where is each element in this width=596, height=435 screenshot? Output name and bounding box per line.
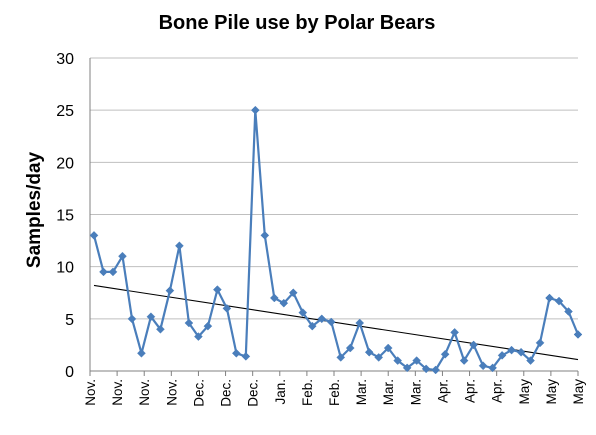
data-point xyxy=(213,285,222,294)
data-point xyxy=(450,328,459,337)
x-tick-label: Mar. xyxy=(408,379,423,405)
y-tick-labels: 0 5 10 15 20 25 30 xyxy=(56,51,74,381)
x-tick-label: Nov. xyxy=(83,379,98,406)
data-point xyxy=(374,353,384,362)
x-tick-label: Feb. xyxy=(327,379,342,406)
x-tick-label: Apr. xyxy=(490,379,505,403)
x-tick-label: Nov. xyxy=(137,379,152,406)
y-axis-label: Samples/day xyxy=(24,151,45,268)
data-point xyxy=(203,321,213,331)
data-point xyxy=(564,307,573,316)
data-point xyxy=(184,318,194,328)
data-point xyxy=(146,312,156,322)
x-tick-label: Jan. xyxy=(273,379,288,405)
trendline xyxy=(93,284,579,361)
data-point xyxy=(507,345,516,355)
data-point xyxy=(269,293,279,303)
data-point xyxy=(364,347,374,357)
data-point xyxy=(298,308,308,317)
data-point xyxy=(440,349,450,359)
y-tick-label: 0 xyxy=(65,364,74,381)
data-point xyxy=(393,356,403,365)
data-point xyxy=(516,347,526,357)
data-point xyxy=(431,365,441,375)
x-tick-label: Dec. xyxy=(219,379,234,407)
data-point xyxy=(89,231,99,240)
data-point xyxy=(231,348,241,358)
data-point xyxy=(241,352,251,361)
data-point xyxy=(554,296,564,306)
y-tick-label: 30 xyxy=(56,51,74,68)
data-point xyxy=(165,286,175,296)
data-point xyxy=(421,364,431,374)
data-point xyxy=(355,318,365,328)
y-tick-label: 5 xyxy=(65,312,74,329)
data-point xyxy=(288,288,298,298)
x-tick-label: May xyxy=(571,379,586,405)
data-point xyxy=(108,267,118,277)
data-point xyxy=(478,361,488,371)
data-point xyxy=(194,332,203,341)
x-tick-label: May xyxy=(544,379,559,405)
y-tick-label: 10 xyxy=(56,260,74,277)
x-tick-label: Apr. xyxy=(435,379,450,403)
x-tick-label: Dec. xyxy=(246,379,261,407)
data-point xyxy=(545,293,554,303)
y-tick-label: 20 xyxy=(56,155,74,172)
data-point xyxy=(307,321,317,331)
x-tick-label: Nov. xyxy=(164,379,179,406)
x-tick-label: Nov. xyxy=(110,379,125,406)
data-point xyxy=(250,105,260,115)
data-point xyxy=(336,353,346,362)
data-point xyxy=(402,363,412,373)
x-tick-label: Mar. xyxy=(381,379,396,405)
y-tick-label: 15 xyxy=(56,208,74,225)
x-tick-label: Apr. xyxy=(463,379,478,403)
data-point xyxy=(118,251,127,261)
data-point xyxy=(156,324,165,334)
data-point xyxy=(260,231,270,240)
data-point xyxy=(99,267,108,277)
data-point xyxy=(469,340,478,350)
axes xyxy=(89,58,579,376)
data-point xyxy=(526,356,535,365)
data-point xyxy=(345,343,355,353)
data-point xyxy=(279,298,289,308)
chart-title: Bone Pile use by Polar Bears xyxy=(159,12,436,34)
data-point xyxy=(535,338,545,348)
data-point xyxy=(459,356,469,365)
y-tick-label: 25 xyxy=(56,103,74,120)
data-point xyxy=(383,343,393,353)
series-line xyxy=(92,109,580,372)
data-point xyxy=(573,330,583,339)
series-group xyxy=(89,105,583,375)
data-point xyxy=(222,304,232,313)
x-tick-label: Dec. xyxy=(191,379,206,407)
data-point xyxy=(137,348,146,358)
gridlines xyxy=(90,57,578,320)
x-tick-label: Feb. xyxy=(300,379,315,406)
data-point xyxy=(412,356,422,365)
x-tick-label: Mar. xyxy=(354,379,369,405)
trendline-group xyxy=(93,284,579,361)
data-point xyxy=(488,363,497,373)
data-point xyxy=(326,317,336,327)
x-tick-labels: Nov. Nov. Nov. Nov. Dec. Dec. Dec. Jan. Feb. Feb.… xyxy=(83,379,586,407)
data-point xyxy=(127,314,137,324)
data-point xyxy=(175,241,184,251)
data-point xyxy=(497,350,507,360)
x-tick-label: May xyxy=(517,379,532,405)
data-point xyxy=(317,314,327,324)
